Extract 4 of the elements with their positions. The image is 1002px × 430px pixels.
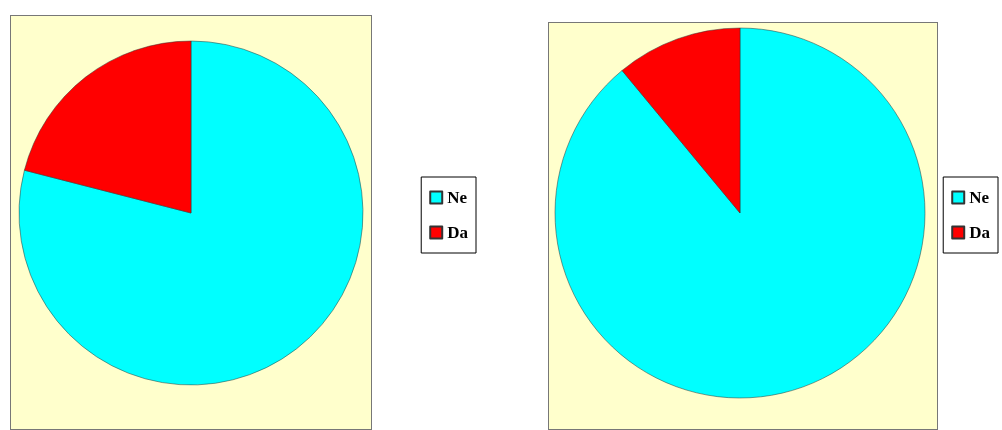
legend-label: Da <box>447 223 469 242</box>
legend-label: Da <box>969 223 991 242</box>
legend-label: Ne <box>969 188 990 207</box>
legend-label: Ne <box>447 188 468 207</box>
